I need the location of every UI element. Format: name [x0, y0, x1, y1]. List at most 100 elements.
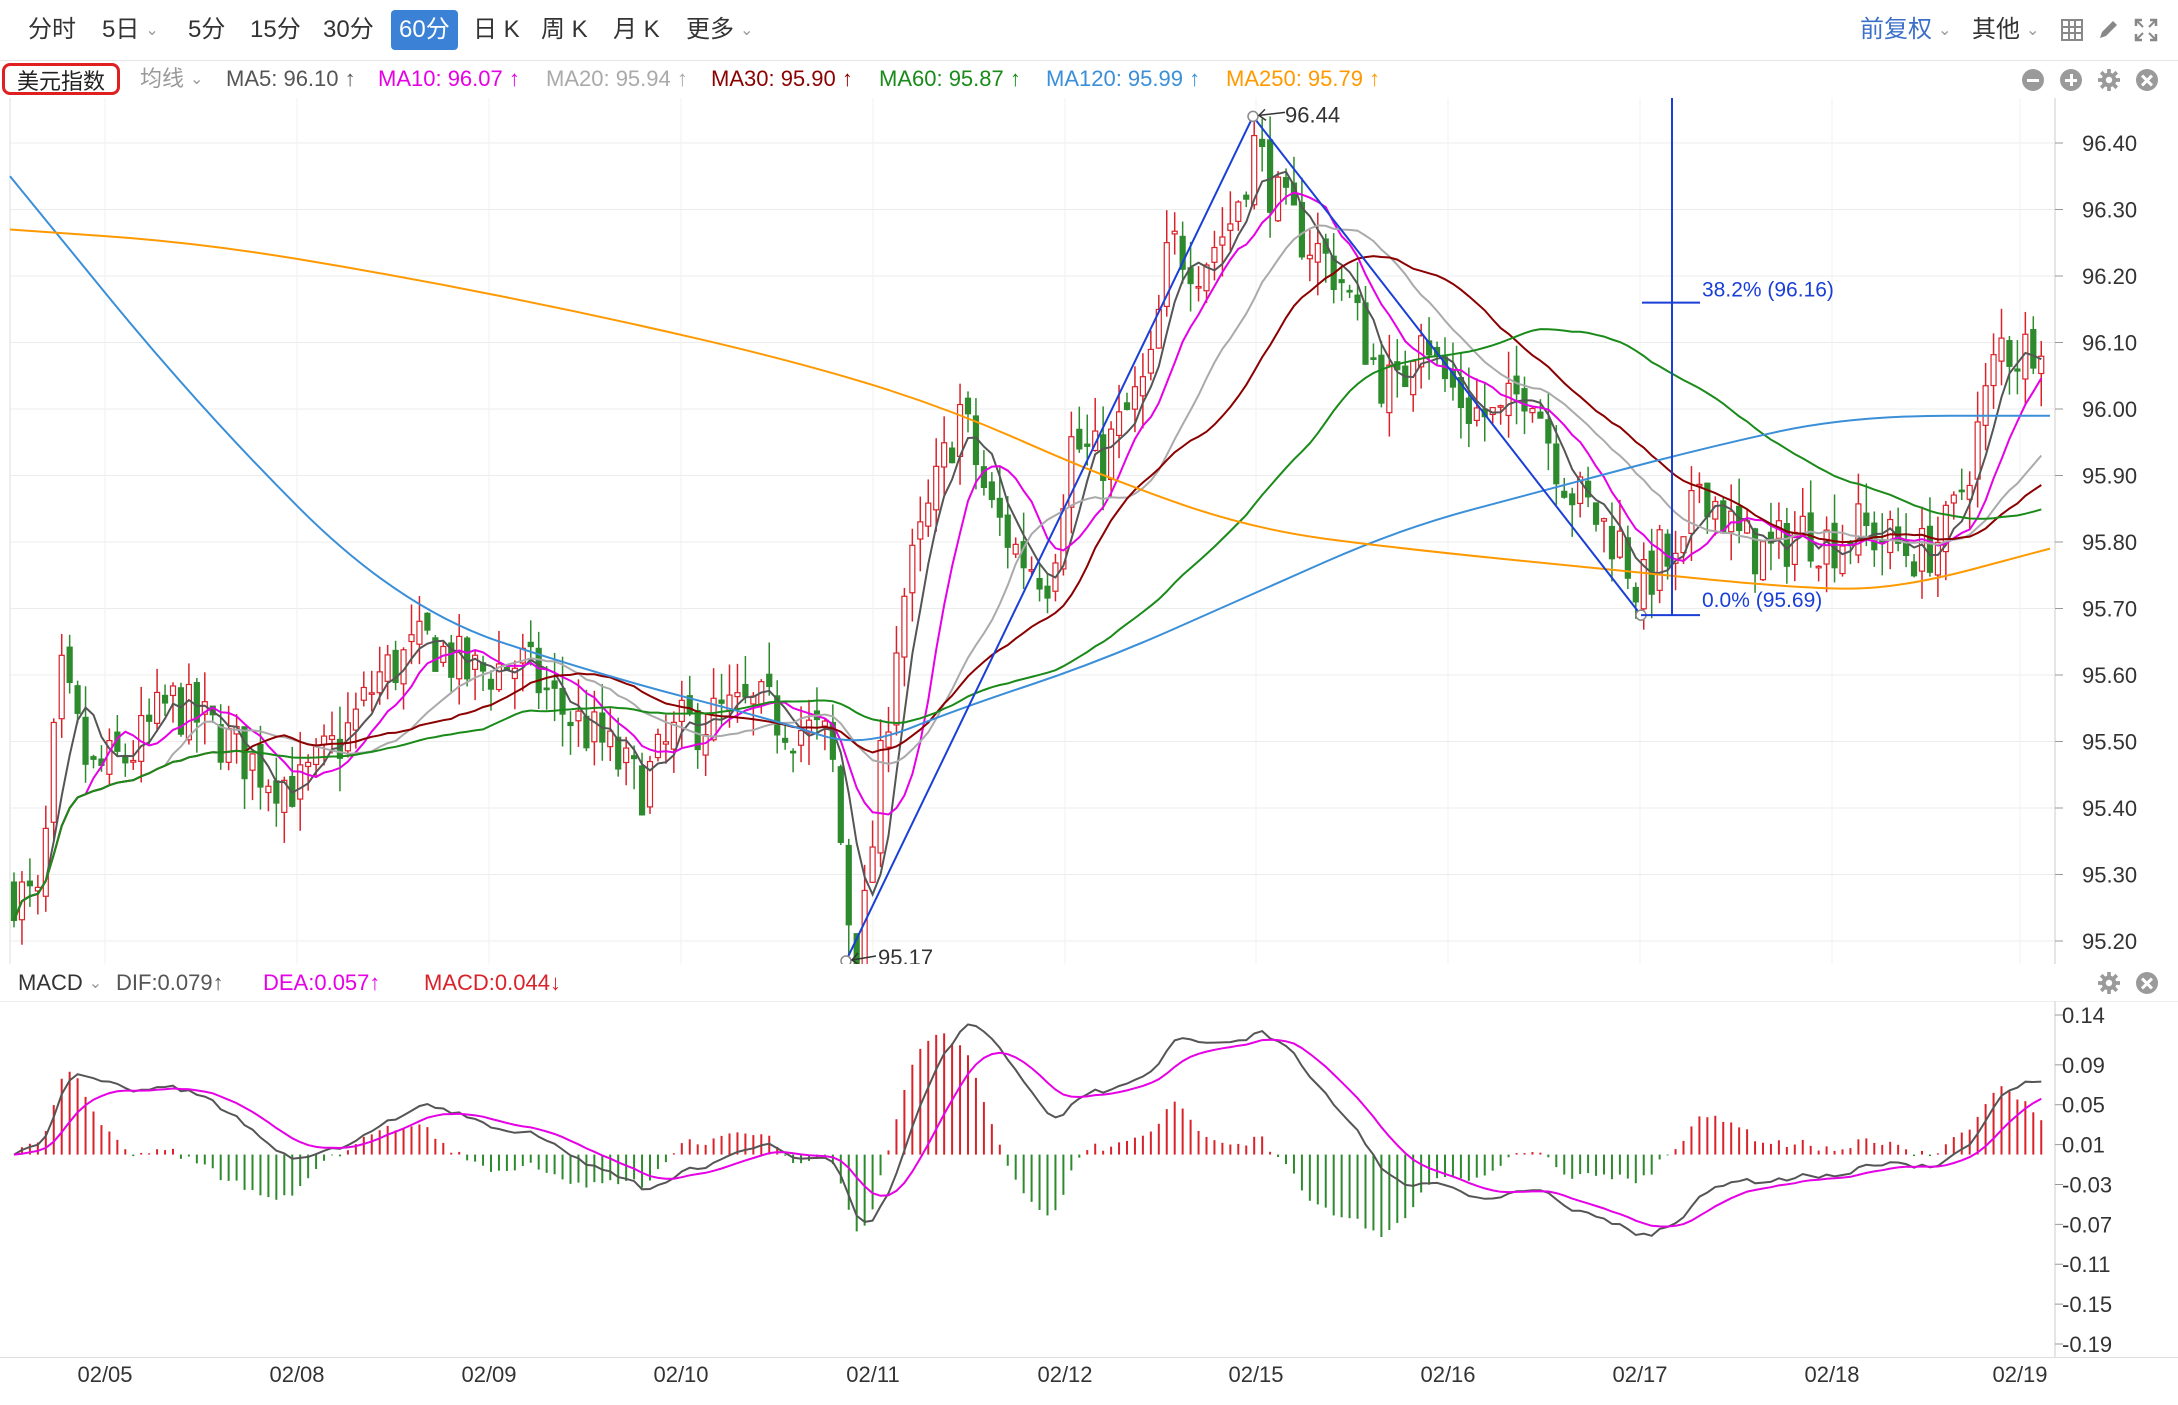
other-dropdown[interactable]: 其他 ⌄ — [1972, 0, 2039, 60]
ma20-line — [13, 224, 2043, 921]
candle-body — [1362, 302, 1369, 365]
candle-body — [1569, 493, 1576, 506]
candle-body — [1044, 585, 1051, 599]
candle-body — [941, 442, 948, 468]
y-tick-label: 95.80 — [2082, 530, 2137, 555]
candle-body — [1712, 500, 1719, 520]
dea-line — [13, 1038, 2042, 1228]
tab-week-k[interactable]: 周 K — [541, 16, 588, 43]
tab-60min[interactable]: 60分 — [391, 10, 458, 50]
adjust-dropdown[interactable]: 前复权 ⌄ — [1860, 0, 1951, 60]
x-tick-label: 02/18 — [1804, 1362, 1860, 1387]
macd-close-icon[interactable] — [2136, 972, 2158, 994]
index-name-badge[interactable]: 美元指数 — [2, 63, 121, 95]
candle-body — [877, 740, 884, 854]
fullscreen-icon[interactable] — [2134, 18, 2158, 42]
chevron-down-icon: ⌄ — [1938, 22, 1952, 39]
y-tick-label: 96.10 — [2082, 331, 2137, 356]
candle-body — [1449, 370, 1457, 388]
candle-body — [1950, 494, 1957, 504]
macd-chart[interactable]: 0.14 0.09 0.05 0.01 -0.03 -0.07 -0.11 -0.15 -0.1… — [0, 1001, 2178, 1357]
grid-icon[interactable] — [2060, 18, 2084, 42]
chevron-down-icon: ⌄ — [740, 22, 754, 39]
candle-body — [217, 724, 224, 763]
candle-body — [1513, 375, 1520, 395]
tab-month-k[interactable]: 月 K — [613, 16, 660, 43]
tab-timeshare[interactable]: 分时 — [28, 16, 76, 43]
candle-body — [1839, 545, 1846, 575]
tab-30min[interactable]: 30分 — [323, 16, 374, 43]
candle-body — [662, 741, 670, 745]
candle-body — [265, 785, 272, 794]
macd-selector[interactable]: MACD ⌄ — [18, 965, 102, 1002]
close-icon[interactable] — [2136, 69, 2158, 91]
ma-selector[interactable]: 均线 ⌄ — [140, 60, 203, 98]
candle-body — [567, 721, 574, 727]
macd-tick-label: 0.09 — [2062, 1053, 2105, 1078]
candle-body — [1473, 407, 1480, 422]
candle-body — [1139, 376, 1147, 397]
candle-body — [495, 663, 503, 691]
candle-body — [782, 737, 789, 743]
candle-body — [1887, 518, 1894, 554]
ma-legend: 美元指数 均线 ⌄ MA5: 96.10 ↑ MA10: 96.07 ↑ MA20… — [0, 60, 2178, 98]
macd-tick-label: 0.05 — [2062, 1093, 2105, 1118]
candle-body — [1274, 176, 1282, 222]
candle-body — [2014, 368, 2021, 372]
candle-body — [1465, 397, 1472, 424]
candle-body — [249, 753, 256, 771]
minus-icon[interactable] — [2022, 69, 2044, 91]
candle-body — [1386, 364, 1393, 414]
pen-icon[interactable] — [2096, 18, 2120, 42]
tab-more[interactable]: 更多 ⌄ — [686, 0, 753, 60]
candle-body — [1155, 308, 1162, 349]
fib-382-label: 38.2% (96.16) — [1702, 279, 1834, 302]
y-tick-label: 95.50 — [2082, 730, 2137, 755]
ma30-value: MA30: 95.90 ↑ — [711, 66, 853, 91]
ma10-value: MA10: 96.07 ↑ — [378, 66, 520, 91]
candle-body — [1314, 242, 1321, 263]
macd-settings-icon[interactable] — [2098, 972, 2120, 994]
macd-value: MACD:0.044↓ — [424, 970, 561, 995]
candle-body — [130, 759, 137, 763]
candle-body — [297, 764, 304, 800]
candle-body — [161, 694, 169, 704]
candle-body — [623, 747, 630, 764]
chevron-down-icon: ⌄ — [88, 975, 103, 992]
low-point-marker — [840, 955, 852, 964]
chevron-down-icon: ⌄ — [145, 22, 159, 39]
candle-body — [1624, 537, 1631, 579]
candle-body — [1282, 177, 1290, 188]
candle-body — [702, 733, 709, 756]
candle-body — [1545, 419, 1552, 444]
candle-body — [487, 678, 495, 690]
ma60-value: MA60: 95.87 ↑ — [879, 66, 1021, 91]
tab-day-k[interactable]: 日 K — [473, 16, 520, 43]
macd-tick-label: -0.07 — [2062, 1212, 2112, 1237]
tab-5min[interactable]: 5分 — [188, 16, 226, 43]
candle-body — [416, 620, 423, 645]
candle-body — [2030, 329, 2037, 369]
candle-body — [1004, 514, 1011, 548]
macd-tick-label: 0.01 — [2062, 1133, 2105, 1158]
macd-tick-label: -0.19 — [2062, 1332, 2112, 1357]
candle-body — [1036, 577, 1043, 590]
candlestick-chart[interactable]: 96.44 95.17 38.2% (96.16) 0.0% (95.69) 96.4… — [0, 98, 2178, 964]
candle-body — [885, 731, 892, 748]
candle-body — [559, 687, 566, 715]
tab-5day[interactable]: 5日 ⌄ — [102, 0, 159, 60]
candle-body — [1910, 561, 1918, 577]
candle-body — [837, 766, 844, 843]
tab-15min[interactable]: 15分 — [250, 16, 301, 43]
candle-body — [1600, 518, 1608, 522]
settings-gear-icon[interactable] — [2098, 69, 2120, 91]
candle-body — [607, 730, 614, 748]
plus-icon[interactable] — [2060, 69, 2082, 91]
candle-body — [1068, 436, 1075, 508]
candle-body — [742, 683, 749, 698]
other-label: 其他 — [1972, 16, 2020, 43]
candle-body — [1561, 490, 1568, 498]
candle-body — [384, 654, 391, 682]
candle-body — [718, 699, 725, 704]
candle-body — [424, 612, 431, 631]
